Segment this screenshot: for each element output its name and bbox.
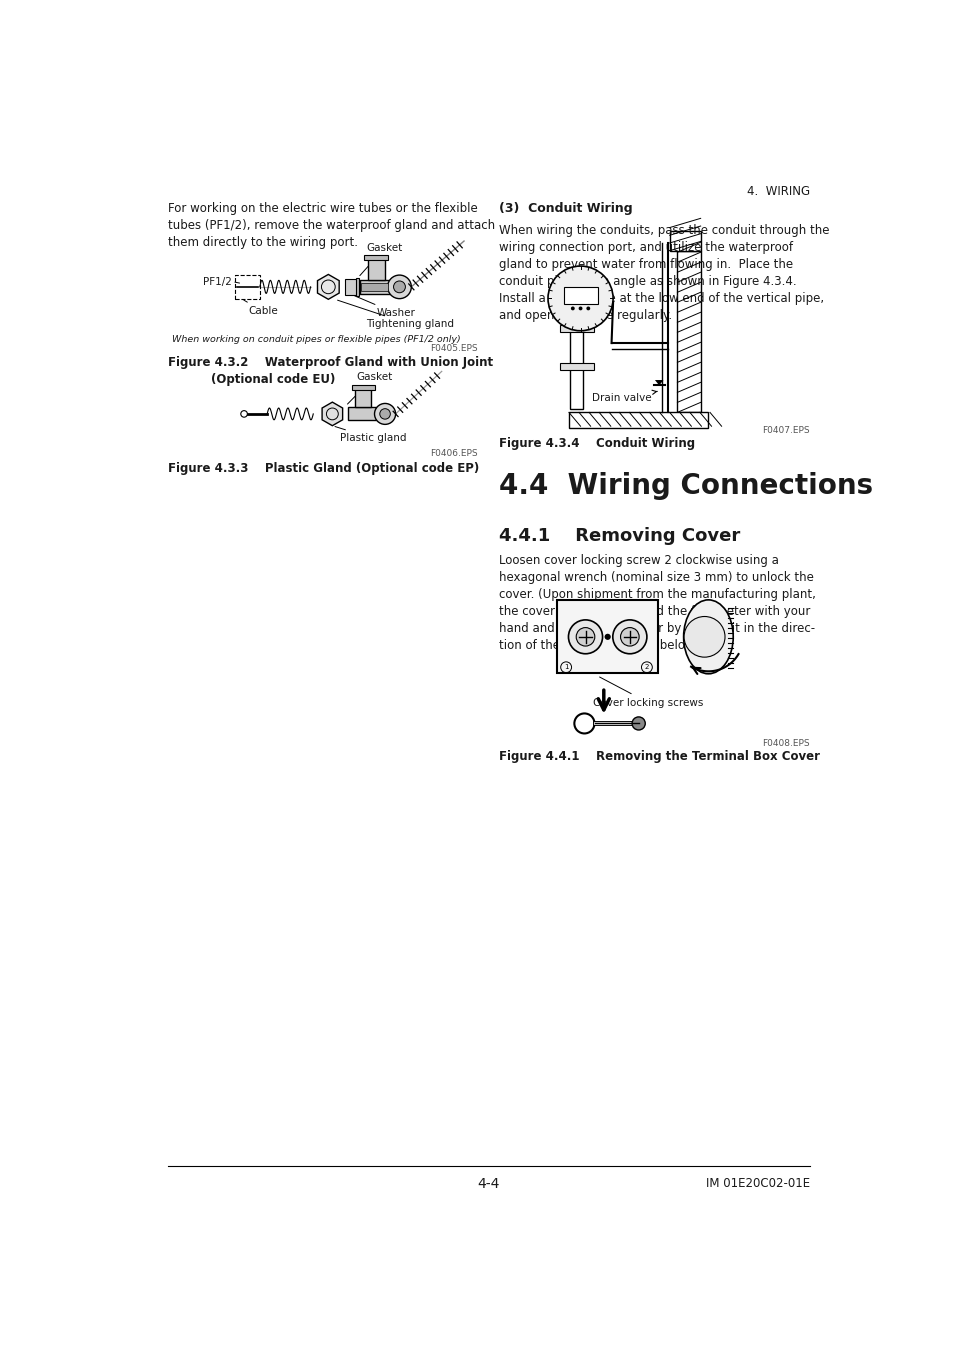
Circle shape (683, 616, 724, 657)
Bar (677, 251, 700, 412)
Bar (345, 280, 358, 295)
Text: Gasket: Gasket (359, 243, 402, 276)
Text: 4-4: 4-4 (477, 1177, 499, 1192)
Polygon shape (322, 403, 342, 426)
Bar (364, 255, 388, 259)
Circle shape (619, 628, 639, 646)
Text: Gasket: Gasket (347, 372, 392, 404)
Text: Tightening gland: Tightening gland (337, 300, 454, 330)
Text: 4.  WIRING: 4. WIRING (746, 185, 809, 199)
Text: Drain valve: Drain valve (592, 390, 657, 403)
Text: 2: 2 (644, 665, 648, 670)
Text: F0406.EPS: F0406.EPS (430, 449, 477, 458)
Text: When working on conduit pipes or flexible pipes (PF1/2 only): When working on conduit pipes or flexibl… (172, 335, 460, 343)
Bar (559, 324, 593, 331)
Bar (355, 386, 371, 408)
Circle shape (240, 411, 247, 417)
Text: Figure 4.3.2    Waterproof Gland with Union Joint: Figure 4.3.2 Waterproof Gland with Union… (168, 357, 493, 369)
Circle shape (632, 717, 644, 730)
Circle shape (394, 281, 405, 293)
Text: Loosen cover locking screw 2 clockwise using a
hexagonal wrench (nominal size 3 : Loosen cover locking screw 2 clockwise u… (498, 554, 815, 653)
Bar (234, 276, 259, 299)
Text: Figure 4.3.4    Conduit Wiring: Figure 4.3.4 Conduit Wiring (498, 436, 695, 450)
Bar (563, 286, 597, 304)
Circle shape (568, 620, 602, 654)
Text: 4.4.1    Removing Cover: 4.4.1 Removing Cover (498, 527, 740, 544)
Text: PF1/2: PF1/2 (202, 277, 232, 286)
Text: 1: 1 (563, 665, 568, 670)
Bar (359, 280, 389, 295)
Text: (3)  Conduit Wiring: (3) Conduit Wiring (498, 203, 632, 215)
Text: Cable: Cable (244, 300, 277, 316)
Circle shape (375, 404, 395, 424)
Bar (348, 408, 375, 420)
Bar (352, 385, 375, 389)
Circle shape (547, 266, 613, 331)
Bar (557, 600, 658, 673)
Text: 4.4  Wiring Connections: 4.4 Wiring Connections (498, 471, 872, 500)
Text: F0405.EPS: F0405.EPS (430, 345, 477, 353)
Bar (570, 308, 582, 408)
Text: Figure 4.3.3    Plastic Gland (Optional code EP): Figure 4.3.3 Plastic Gland (Optional cod… (168, 462, 478, 474)
Bar (355, 278, 359, 296)
Text: Cover locking screws: Cover locking screws (593, 677, 703, 708)
Text: Plastic gland: Plastic gland (335, 427, 406, 443)
Text: (Optional code EU): (Optional code EU) (211, 373, 335, 386)
Text: When wiring the conduits, pass the conduit through the
wiring connection port, a: When wiring the conduits, pass the condu… (498, 224, 829, 322)
Circle shape (612, 620, 646, 654)
Bar (367, 257, 384, 280)
Bar (669, 231, 700, 251)
Circle shape (379, 408, 390, 419)
Circle shape (387, 276, 411, 299)
Circle shape (578, 307, 582, 311)
Text: Figure 4.4.1    Removing the Terminal Box Cover: Figure 4.4.1 Removing the Terminal Box C… (498, 750, 820, 763)
Text: For working on the electric wire tubes or the flexible
tubes (PF1/2), remove the: For working on the electric wire tubes o… (168, 203, 495, 249)
Bar (568, 412, 708, 428)
Circle shape (604, 634, 610, 640)
Circle shape (570, 307, 574, 311)
Bar (361, 282, 388, 290)
Circle shape (586, 307, 590, 311)
Text: IM 01E20C02-01E: IM 01E20C02-01E (705, 1177, 809, 1190)
Ellipse shape (683, 600, 733, 674)
Polygon shape (655, 380, 662, 385)
Text: F0407.EPS: F0407.EPS (761, 426, 809, 435)
Bar (559, 363, 593, 370)
Text: Washer: Washer (355, 296, 415, 319)
Circle shape (576, 628, 594, 646)
Text: F0408.EPS: F0408.EPS (761, 739, 809, 748)
Polygon shape (317, 274, 339, 300)
